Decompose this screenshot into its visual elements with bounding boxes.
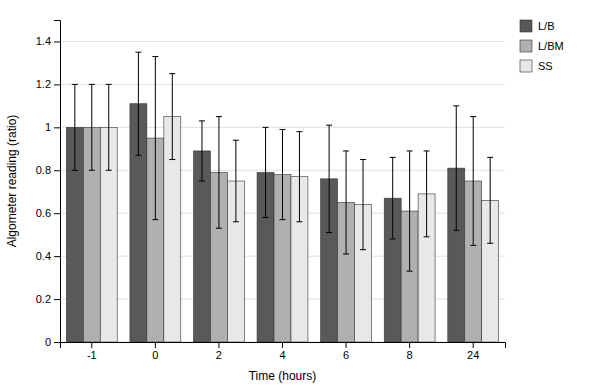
y-tick-label: 1 xyxy=(45,121,51,133)
y-tick: 0.8 xyxy=(36,164,60,176)
x-tick-label: 4 xyxy=(279,349,285,361)
y-tick-mark xyxy=(54,299,60,300)
y-tick-mark xyxy=(54,213,60,214)
x-tick: 4 xyxy=(279,342,285,361)
error-bar xyxy=(360,160,366,250)
error-bar xyxy=(407,151,413,271)
series xyxy=(100,74,498,342)
x-tick: 8 xyxy=(407,342,413,361)
legend-label: L/B xyxy=(538,20,555,32)
error-bar xyxy=(390,157,396,239)
y-tick: 0.4 xyxy=(36,250,60,262)
x-tick: 2 xyxy=(216,342,222,361)
error-bar xyxy=(169,74,175,160)
x-tick-label: 2 xyxy=(216,349,222,361)
plot: -1024682400.20.40.60.811.21.4 xyxy=(36,21,506,361)
x-tick: -1 xyxy=(87,342,97,361)
x-tick-mark xyxy=(218,342,219,348)
y-tick-mark xyxy=(54,256,60,257)
legend-swatch xyxy=(520,60,532,72)
x-tick-mark xyxy=(409,342,410,348)
legend-label: L/BM xyxy=(538,40,564,52)
legend: L/B L/BM SS xyxy=(520,20,564,72)
x-tick-label: 6 xyxy=(343,349,349,361)
x-tick-label: 0 xyxy=(152,349,158,361)
x-axis-title: Time (hours) xyxy=(249,369,317,383)
error-bar xyxy=(453,106,459,231)
grid-line xyxy=(60,41,505,42)
error-bar xyxy=(89,84,95,170)
y-tick: 0.6 xyxy=(36,207,60,219)
error-bar xyxy=(280,129,286,219)
y-tick: 0 xyxy=(45,336,60,348)
x-axis-line xyxy=(61,343,506,349)
y-tick-label: 1.4 xyxy=(36,35,51,47)
chart: -1024682400.20.40.60.811.21.4Time (hours… xyxy=(0,0,600,390)
error-bar xyxy=(216,117,222,229)
x-tick: 24 xyxy=(467,342,479,361)
series xyxy=(66,52,464,342)
x-tick-mark xyxy=(473,342,474,348)
x-tick-mark xyxy=(91,342,92,348)
legend-label: SS xyxy=(538,60,553,72)
y-tick: 1.2 xyxy=(36,78,60,90)
x-tick: 0 xyxy=(152,342,158,361)
y-tick-label: 0 xyxy=(45,336,51,348)
y-tick-label: 0.8 xyxy=(36,164,51,176)
x-tick-label: -1 xyxy=(87,349,97,361)
y-tick-mark xyxy=(54,41,60,42)
x-tick-mark xyxy=(155,342,156,348)
error-bar xyxy=(199,121,205,181)
legend-item: L/BM xyxy=(520,40,564,52)
grid-line xyxy=(60,84,505,85)
legend-swatch xyxy=(520,40,532,52)
y-tick-label: 0.4 xyxy=(36,250,51,262)
x-axis: -10246824 xyxy=(61,342,506,361)
error-bar xyxy=(326,125,332,232)
grid xyxy=(60,41,505,342)
y-tick-mark xyxy=(54,84,60,85)
y-tick: 0.2 xyxy=(36,293,60,305)
error-bar xyxy=(487,157,493,243)
x-tick-label: 8 xyxy=(407,349,413,361)
y-tick-label: 0.6 xyxy=(36,207,51,219)
marks xyxy=(66,52,498,342)
error-bar xyxy=(233,140,239,222)
x-tick: 6 xyxy=(343,342,349,361)
y-tick-label: 0.2 xyxy=(36,293,51,305)
y-axis: 0 0.2 0.4 0.6 0.8 1 1.2 1.4 xyxy=(36,21,61,349)
y-axis-line xyxy=(54,21,61,343)
error-bar xyxy=(152,56,158,219)
legend-swatch xyxy=(520,20,532,32)
y-tick-label: 1.2 xyxy=(36,78,51,90)
error-bar xyxy=(424,151,430,237)
error-bar xyxy=(106,84,112,170)
y-tick-mark xyxy=(54,342,60,343)
x-tick-mark xyxy=(282,342,283,348)
error-bar xyxy=(296,132,302,222)
y-tick-mark xyxy=(54,170,60,171)
y-tick: 1 xyxy=(45,121,60,133)
y-tick-mark xyxy=(54,127,60,128)
x-tick-label: 24 xyxy=(467,349,479,361)
error-bar xyxy=(135,52,141,155)
x-tick-mark xyxy=(346,342,347,348)
grid-line xyxy=(60,127,505,128)
y-axis-title: Algometer reading (ratio) xyxy=(5,115,19,248)
error-bar xyxy=(470,117,476,246)
legend-item: L/B xyxy=(520,20,555,32)
series xyxy=(83,56,481,342)
y-tick: 1.4 xyxy=(36,35,60,47)
error-bar xyxy=(263,127,269,217)
error-bar xyxy=(343,151,349,254)
error-bar xyxy=(72,84,78,170)
legend-item: SS xyxy=(520,60,553,72)
